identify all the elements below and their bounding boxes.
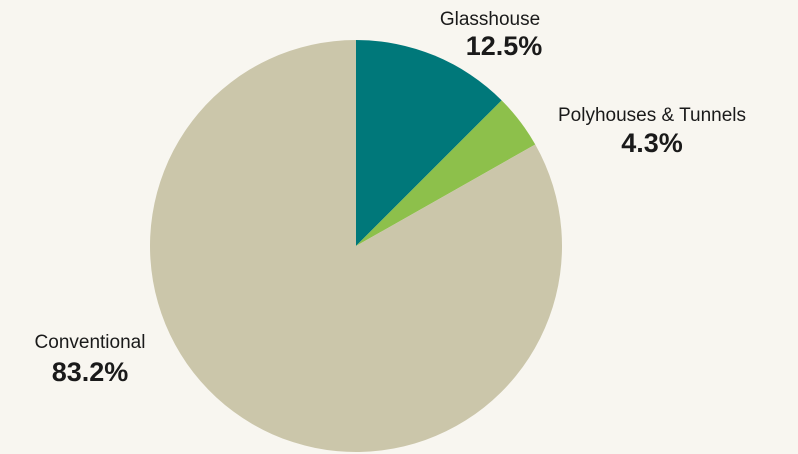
slice-value: 4.3% (621, 128, 683, 158)
pie-slice (356, 100, 536, 247)
pie-slice (356, 40, 502, 246)
pie-slice (150, 40, 563, 453)
slice-value: 12.5% (466, 31, 543, 61)
slice-label: Conventional (35, 332, 146, 353)
slice-label: Glasshouse (440, 9, 540, 30)
slice-label: Polyhouses & Tunnels (558, 105, 746, 126)
slice-value: 83.2% (52, 357, 129, 387)
